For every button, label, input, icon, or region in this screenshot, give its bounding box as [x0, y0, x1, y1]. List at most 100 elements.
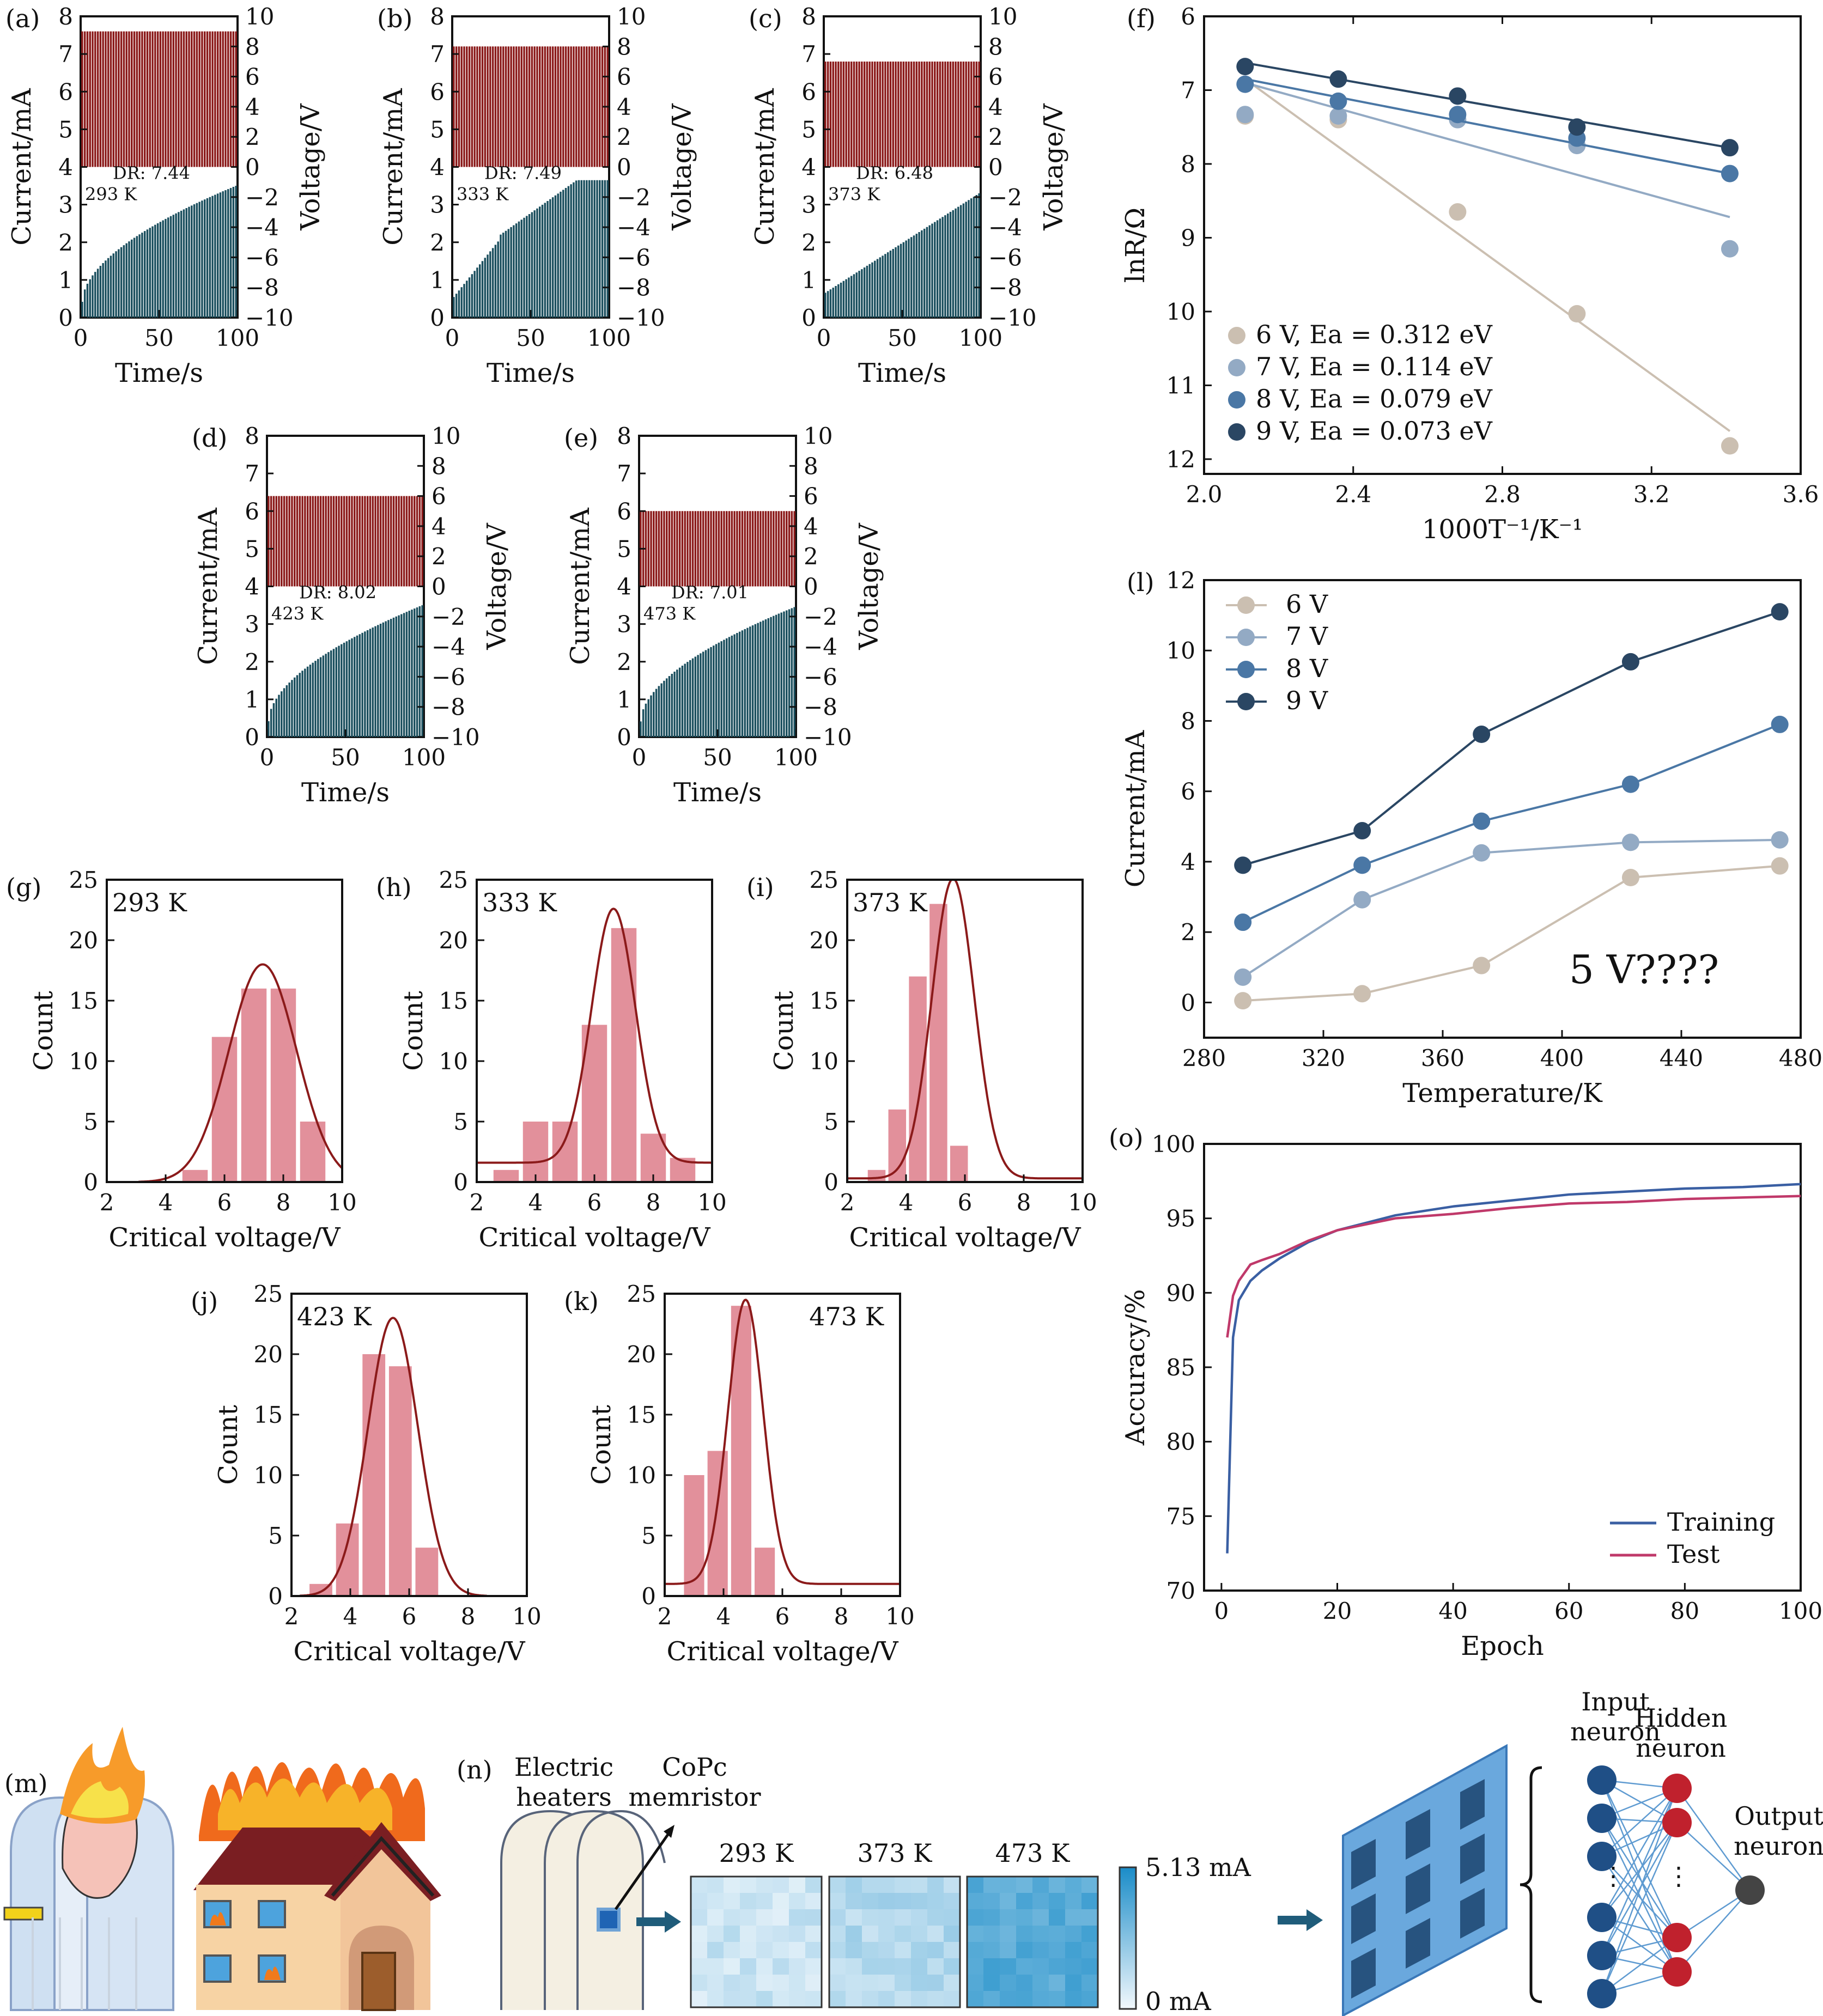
panel-label-n: (n) — [457, 1755, 493, 1784]
map-cell — [1049, 1926, 1066, 1942]
map-cell — [756, 1893, 773, 1910]
synapse — [1601, 1856, 1678, 1972]
map-cell — [878, 1926, 895, 1942]
synapse — [1601, 1822, 1678, 1918]
x-tick-label: 4 — [528, 1189, 543, 1216]
x-tick-label: 10 — [512, 1603, 541, 1630]
x-tick-label: 8 — [646, 1189, 661, 1216]
temperature-label: 423 K — [271, 603, 324, 624]
map-frame — [828, 1875, 961, 2008]
map-cell — [829, 1926, 846, 1942]
histogram-bar — [415, 1548, 439, 1596]
x-tick-label: 480 — [1779, 1045, 1822, 1071]
gaussian-fit — [300, 1317, 487, 1597]
map-cell — [846, 1991, 862, 2008]
map-cell — [756, 1958, 773, 1975]
map-cell — [1032, 1909, 1049, 1926]
map-cell — [773, 1877, 789, 1893]
y2-tick-label: 6 — [432, 483, 446, 510]
panel-label: (c) — [749, 4, 782, 33]
map-cell — [983, 1893, 1000, 1910]
hidden-neuron — [1662, 1808, 1692, 1837]
y-tick-label: 7 — [801, 41, 816, 68]
map-cell — [944, 1942, 961, 1959]
y2-tick-label: 2 — [432, 543, 446, 570]
y-tick-label: 25 — [69, 867, 98, 893]
series-line — [1242, 723, 1781, 923]
data-point — [1234, 856, 1252, 874]
map-cell — [773, 1909, 789, 1926]
map-temperature-label: 373 K — [858, 1838, 933, 1868]
data-point — [1449, 87, 1467, 105]
y2-tick-label: −6 — [988, 244, 1022, 271]
x-tick-label: 50 — [331, 744, 360, 771]
y2-tick-label: −4 — [988, 214, 1022, 241]
y-tick-label: 20 — [810, 927, 838, 954]
y-tick-label: 70 — [1166, 1578, 1195, 1604]
fit-line — [1244, 82, 1730, 218]
map-cell — [805, 1909, 822, 1926]
colorbar-max: 5.13 mA — [1145, 1853, 1251, 1882]
map-cell — [789, 1975, 806, 1991]
y2-tick-label: −6 — [432, 663, 465, 690]
x-tick-label: 8 — [461, 1603, 476, 1630]
map-cell — [895, 1926, 912, 1942]
y2-axis-label: Voltage/V — [667, 103, 697, 231]
y-tick-label: 2 — [801, 229, 816, 256]
map-cell — [829, 1942, 846, 1959]
y-tick-label: 6 — [1181, 778, 1195, 805]
map-cell — [878, 1909, 895, 1926]
map-cell — [1000, 1877, 1017, 1893]
map-cell — [789, 1909, 806, 1926]
map-cell — [1081, 1975, 1098, 1991]
x-tick-label: 4 — [716, 1603, 731, 1630]
heater-arches-icon — [500, 1810, 674, 2010]
y2-tick-label: 4 — [804, 513, 818, 540]
map-cell — [862, 1926, 879, 1942]
map-cell — [1000, 1893, 1017, 1910]
brace — [1520, 1766, 1542, 2003]
pulse-chart-c: 0 1 2 3 4 5 6 7 8 10 8 6 4 2 0 −2 −4 −6 −8 −10 0 50 100 Time/s C… — [749, 3, 1069, 388]
arrhenius-chart: 2.0 2.4 2.8 3.2 3.6 6 7 8 9 10 11 12 1000T⁻¹/K⁻¹ lnR/… — [1120, 3, 1819, 545]
synapse — [1601, 1788, 1678, 1857]
map-cell — [691, 1991, 708, 2008]
y-tick-label: 80 — [1166, 1429, 1195, 1455]
map-cell — [878, 1991, 895, 2008]
y-tick-label: 2 — [1181, 919, 1195, 946]
current-map: 373 K — [828, 1838, 961, 2008]
map-cell — [740, 1942, 757, 1959]
histogram-j: 2 4 6 8 10 0 5 10 15 20 25 Critical voltage/V Count (… — [191, 1281, 542, 1667]
gaussian-fit — [847, 879, 1083, 1180]
series-line — [1226, 1183, 1801, 1554]
y-tick-label: 12 — [1166, 446, 1195, 473]
map-cell — [707, 1942, 724, 1959]
legend-entry: 8 V, Ea = 0.079 eV — [1256, 384, 1493, 413]
x-axis-label: Critical voltage/V — [849, 1222, 1081, 1253]
map-cell — [1081, 1942, 1098, 1959]
y-axis-label: Current/mA — [565, 507, 595, 665]
memristor-panel-icon — [1342, 1744, 1508, 2016]
y-tick-label: 8 — [617, 423, 631, 449]
map-cell — [773, 1975, 789, 1991]
y-tick-label: 0 — [245, 724, 259, 751]
y-tick-label: 8 — [58, 3, 73, 30]
y2-tick-label: 4 — [617, 94, 631, 120]
legend-marker — [1228, 327, 1245, 344]
x-axis-label: Time/s — [115, 358, 203, 388]
map-cell — [967, 1926, 984, 1942]
x-axis-label: Epoch — [1461, 1631, 1544, 1661]
synapse — [1601, 1856, 1678, 1938]
map-cell — [1000, 1909, 1017, 1926]
y2-tick-label: −8 — [245, 275, 279, 301]
histogram-bar — [684, 1475, 704, 1596]
y-axis-label: Count — [398, 991, 429, 1071]
x-tick-label: 0 — [1214, 1598, 1229, 1624]
y-tick-label: 9 — [1181, 224, 1195, 251]
y2-tick-label: 0 — [988, 154, 1003, 181]
legend-marker — [1228, 391, 1245, 409]
map-cell — [1065, 1958, 1082, 1975]
legend-marker — [1237, 661, 1255, 678]
legend-entry: 7 V — [1286, 622, 1328, 651]
y-axis-label: Current/mA — [750, 88, 780, 246]
x-tick-label: 2 — [658, 1603, 672, 1630]
